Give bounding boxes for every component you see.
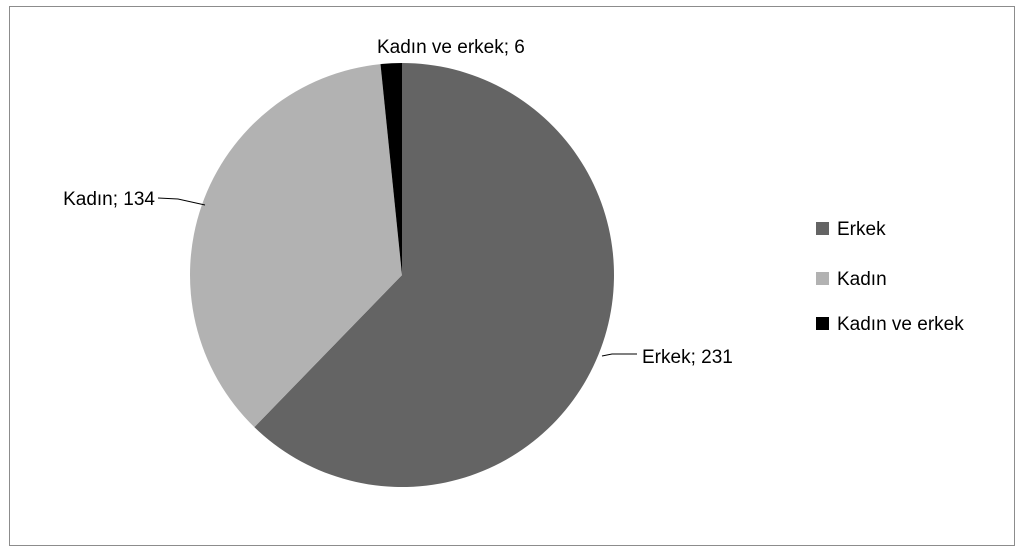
pie-slices [189,63,615,487]
legend-label-kadin-ve-erkek: Kadın ve erkek [837,314,964,335]
leader-line-erkek [601,353,637,357]
data-label-kadin-ve-erkek: Kadın ve erkek; 6 [377,37,525,58]
legend-swatch-kadin-ve-erkek [816,317,829,330]
legend-swatch-kadin [816,272,829,285]
data-label-kadin: Kadın; 134 [63,189,155,210]
pie-slice-erkek [254,63,615,487]
leader-line-kadin [157,197,206,206]
data-label-erkek: Erkek; 231 [642,347,733,368]
legend-label-kadin: Kadın [837,269,887,290]
pie-slice-kadin [189,64,402,428]
leader-lines [157,197,637,357]
legend-swatch-erkek [816,222,829,235]
legend: Erkek Kadın Kadın ve erkek [816,219,964,335]
pie-slice-kadin-ve-erkek [380,63,402,275]
legend-label-erkek: Erkek [837,219,886,240]
